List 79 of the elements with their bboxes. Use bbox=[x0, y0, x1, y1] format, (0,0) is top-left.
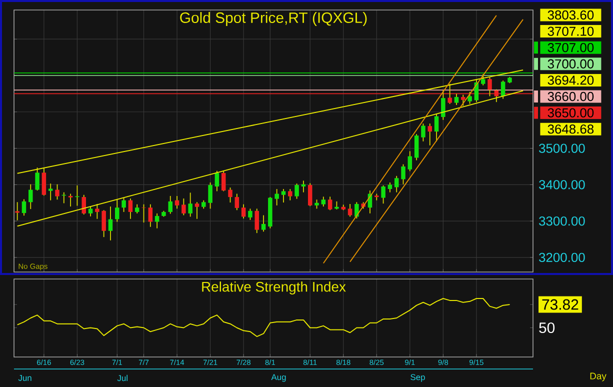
candlestick bbox=[274, 188, 279, 206]
candlestick bbox=[35, 167, 40, 191]
candlestick bbox=[28, 184, 33, 210]
candlestick bbox=[394, 175, 399, 193]
candlestick bbox=[241, 204, 246, 219]
candlestick bbox=[401, 164, 406, 185]
y-tick-label: 3300.00 bbox=[539, 216, 585, 226]
candlestick bbox=[194, 202, 200, 220]
candlestick bbox=[348, 204, 352, 218]
candlestick bbox=[48, 183, 53, 201]
candlestick bbox=[55, 184, 60, 200]
candlestick bbox=[82, 194, 86, 215]
text: Sep bbox=[410, 374, 425, 382]
chart-title: Relative Strength Index bbox=[202, 281, 346, 294]
candlestick bbox=[328, 196, 332, 211]
candlestick bbox=[314, 199, 319, 210]
candlestick bbox=[434, 113, 439, 142]
candlestick bbox=[221, 170, 226, 192]
y-tick-label: 3400.00 bbox=[539, 180, 585, 190]
candlestick bbox=[102, 210, 106, 238]
candlestick bbox=[154, 212, 160, 229]
candlestick bbox=[441, 90, 446, 120]
text: Jun bbox=[18, 375, 32, 381]
candlestick bbox=[428, 123, 432, 146]
candlestick bbox=[248, 208, 252, 220]
candlestick bbox=[15, 202, 20, 221]
candlestick bbox=[182, 198, 186, 216]
candlestick bbox=[95, 204, 100, 220]
candlestick bbox=[174, 195, 180, 210]
candlestick bbox=[354, 202, 359, 219]
candlestick bbox=[321, 196, 326, 207]
candlestick bbox=[168, 195, 172, 214]
text: Day bbox=[590, 372, 606, 382]
text: Jul bbox=[117, 374, 128, 382]
candlestick bbox=[288, 188, 292, 201]
candlestick bbox=[68, 193, 73, 207]
legend-label: 3707.00 bbox=[548, 43, 594, 52]
candlestick bbox=[468, 91, 472, 104]
candlestick bbox=[414, 134, 419, 161]
candlestick bbox=[188, 192, 192, 218]
candlestick bbox=[388, 182, 392, 193]
candlestick bbox=[208, 182, 212, 210]
candlestick bbox=[454, 93, 459, 106]
y-tick-label: 73.82 bbox=[542, 299, 578, 310]
candlestick bbox=[381, 184, 386, 204]
candlestick bbox=[294, 183, 299, 200]
candlestick bbox=[308, 182, 312, 207]
legend-label: 3700.00 bbox=[548, 59, 594, 68]
candlestick bbox=[261, 214, 266, 232]
candlestick bbox=[22, 198, 26, 216]
text: 3648.68 bbox=[548, 124, 594, 134]
candlestick bbox=[42, 167, 46, 196]
candlestick bbox=[128, 198, 133, 220]
candlestick bbox=[214, 170, 220, 192]
ref-line-label: 3660.00 bbox=[548, 92, 594, 102]
candlestick bbox=[281, 188, 286, 203]
candlestick bbox=[134, 204, 140, 214]
candlestick bbox=[408, 150, 412, 172]
candlestick bbox=[480, 74, 486, 86]
candlestick bbox=[115, 199, 120, 222]
candlestick bbox=[122, 197, 126, 212]
candlestick bbox=[142, 204, 146, 223]
candlestick bbox=[500, 80, 506, 100]
y-tick-label: 3500.00 bbox=[539, 144, 585, 153]
chart-title: Gold Spot Price,RT (IQXGL) bbox=[180, 12, 367, 26]
candlestick bbox=[228, 187, 232, 203]
candlestick bbox=[148, 204, 153, 228]
y-tick-label: 50 bbox=[539, 322, 555, 334]
candlestick bbox=[254, 208, 259, 234]
candlestick bbox=[234, 193, 240, 211]
text: Aug bbox=[271, 374, 286, 382]
text: 3707.10 bbox=[548, 26, 594, 36]
candlestick bbox=[421, 123, 426, 142]
text: 3694.20 bbox=[548, 76, 594, 85]
candlestick bbox=[108, 206, 113, 241]
legend-label: 3650.00 bbox=[548, 108, 594, 118]
text: 3803.60 bbox=[548, 10, 594, 20]
y-tick-label: 3200.00 bbox=[539, 252, 585, 262]
candlestick bbox=[88, 206, 93, 217]
